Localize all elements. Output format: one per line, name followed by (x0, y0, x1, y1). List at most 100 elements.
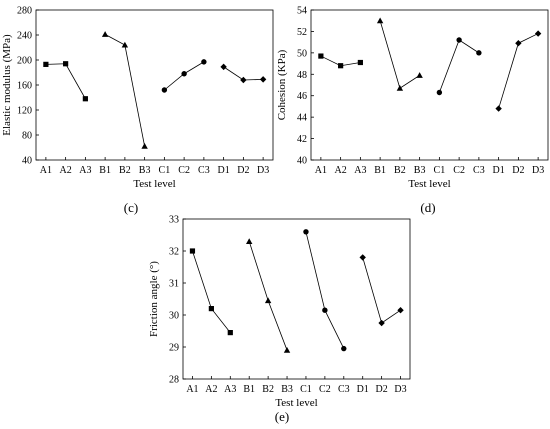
x-tick-label: C3 (338, 384, 350, 395)
x-tick-label: D1 (218, 165, 230, 176)
y-tick-label: 120 (17, 106, 32, 117)
data-point-9 (220, 63, 227, 71)
y-tick-label: 42 (297, 134, 307, 145)
x-tick-label: C1 (159, 165, 171, 176)
data-point-4 (396, 85, 404, 91)
y-tick-label: 80 (22, 131, 32, 142)
x-tick-label: A2 (60, 165, 72, 176)
panel-label-c: (c) (124, 200, 138, 215)
x-tick-label: A3 (354, 165, 366, 176)
y-tick-label: 200 (17, 56, 32, 67)
data-point-2 (357, 59, 363, 66)
panel-label-e: (e) (275, 409, 289, 424)
data-point-3 (246, 238, 253, 244)
x-axis-label: Test level (408, 178, 450, 190)
y-tick-label: 160 (17, 81, 32, 92)
plot-frame (182, 218, 411, 380)
data-point-2 (82, 96, 88, 102)
y-tick-label: 29 (169, 343, 179, 354)
x-tick-label: B3 (281, 384, 293, 395)
series-line-triangle (248, 241, 288, 351)
y-axis-label: Elastic modulus (MPa) (1, 34, 13, 136)
y-tick-label: 280 (17, 6, 32, 17)
data-point-8 (341, 345, 347, 352)
x-tick-label: C3 (473, 165, 485, 176)
y-tick-label: 54 (297, 6, 307, 17)
data-point-4 (264, 297, 272, 304)
data-point-5 (283, 347, 291, 353)
data-point-10 (378, 319, 385, 327)
data-point-6 (436, 89, 443, 96)
y-axis-label: Friction angle (°) (148, 261, 160, 337)
x-tick-label: D3 (257, 165, 269, 176)
data-point-0 (189, 248, 196, 254)
y-tick-label: 52 (297, 27, 307, 38)
x-tick-label: C1 (434, 165, 446, 176)
data-point-8 (476, 50, 482, 56)
y-tick-label: 28 (169, 375, 179, 386)
plot-frame (35, 9, 274, 161)
x-tick-label: C2 (319, 384, 331, 395)
data-point-1 (63, 61, 69, 67)
data-point-0 (318, 53, 324, 59)
data-point-3 (101, 31, 109, 37)
data-point-3 (376, 17, 384, 24)
y-tick-label: 40 (297, 156, 307, 167)
x-tick-label: A2 (205, 384, 217, 395)
x-tick-label: A1 (186, 384, 198, 395)
y-tick-label: 46 (297, 91, 307, 102)
data-point-5 (416, 72, 423, 78)
data-point-11 (397, 307, 404, 314)
data-point-1 (208, 306, 214, 312)
x-tick-label: C1 (300, 384, 312, 395)
data-point-7 (181, 71, 187, 77)
series-line-square (192, 250, 231, 333)
x-tick-label: D2 (512, 165, 524, 176)
x-tick-label: C2 (178, 165, 190, 176)
data-point-7 (322, 307, 328, 313)
data-point-8 (201, 59, 207, 65)
x-tick-label: A3 (79, 165, 91, 176)
y-tick-label: 30 (169, 311, 179, 322)
series-line-triangle (379, 20, 420, 89)
y-tick-label: 44 (297, 113, 307, 124)
x-axis-label: Test level (275, 397, 317, 409)
data-point-6 (303, 229, 309, 235)
x-tick-label: B1 (374, 165, 386, 176)
data-point-10 (515, 40, 522, 47)
x-tick-label: A3 (224, 384, 236, 395)
x-tick-label: B3 (139, 165, 151, 176)
x-tick-label: D3 (532, 165, 544, 176)
data-point-9 (359, 254, 366, 261)
y-tick-label: 32 (169, 247, 179, 258)
data-point-2 (227, 330, 233, 336)
data-point-1 (338, 63, 344, 69)
data-point-9 (495, 105, 502, 112)
x-axis-label: Test level (133, 178, 175, 190)
x-tick-label: B1 (99, 165, 111, 176)
series-line-circle (439, 39, 480, 93)
data-point-4 (121, 41, 129, 48)
x-tick-label: C2 (453, 165, 465, 176)
x-tick-label: D2 (237, 165, 249, 176)
x-tick-label: D1 (357, 384, 369, 395)
y-axis-label: Cohesion (KPa) (276, 49, 288, 120)
x-tick-label: B2 (262, 384, 274, 395)
x-tick-label: A1 (315, 165, 327, 176)
x-tick-label: D3 (394, 384, 406, 395)
x-tick-label: C3 (198, 165, 210, 176)
y-tick-label: 240 (17, 31, 32, 42)
panel-label-d: (d) (420, 200, 435, 215)
x-tick-label: B3 (414, 165, 426, 176)
x-tick-label: D1 (493, 165, 505, 176)
data-point-7 (456, 37, 462, 43)
chart-panel-e: 28 29 30 31 32 33 A1 A2 A3 B1 B2 B3 C1 C2 C3 D1 D2 D3 Test… (148, 215, 411, 409)
y-tick-label: 33 (169, 215, 179, 226)
x-tick-label: A1 (40, 165, 52, 176)
chart-panel-c: 40 80 120 160 200 240 280 A1 A2 A3 B1 B2 B3 C1 C2 C3 D1 D… (1, 6, 274, 190)
y-tick-label: 40 (22, 156, 32, 167)
data-point-11 (259, 76, 267, 83)
data-point-11 (534, 30, 542, 37)
plot-frame (310, 9, 549, 161)
